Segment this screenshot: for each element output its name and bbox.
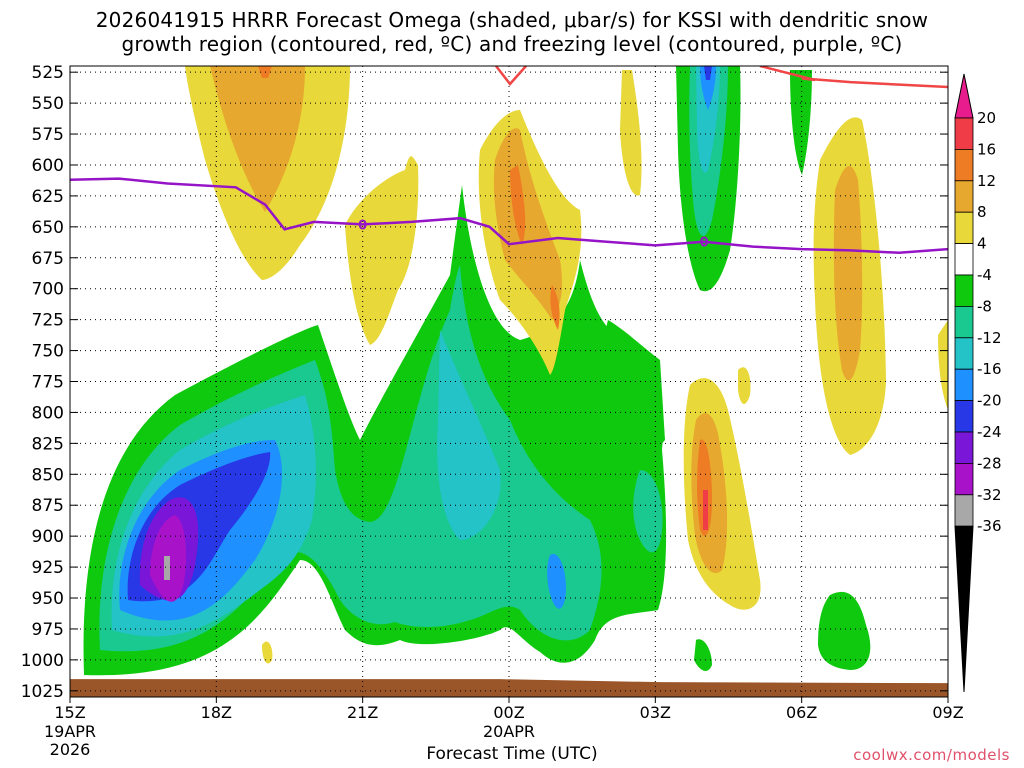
ytick-label-650: 650 [32,218,64,238]
ytick-label-550: 550 [32,94,64,114]
colorbar-label-0: 20 [977,109,996,127]
ytick-label-1025: 1025 [21,682,64,702]
omega-region-18 [604,320,665,470]
ytick-label-925: 925 [32,558,64,578]
dgz-contour [759,66,948,89]
x-axis-label: Forecast Time (UTC) [426,744,598,764]
xtick-sublabel-20APR: 20APR [483,722,535,741]
omega-region-19 [818,591,871,670]
colorbar-bin-2 [954,180,974,213]
omega-region-33 [703,490,708,530]
xtick-label-00Z: 00Z [493,703,524,722]
freezing-level-line [70,177,948,255]
omega-region-36 [738,367,751,405]
omega-region-37 [938,320,948,410]
colorbar-bin-0 [954,117,974,150]
omega-region-10 [547,554,566,609]
colorbar-label-13: -36 [977,517,1002,535]
omega-region-16 [704,66,712,80]
omega-region-14 [696,66,720,173]
colorbar-bin-9 [954,400,974,433]
omega-region-35 [833,166,863,381]
ytick-label-825: 825 [32,434,64,454]
colorbar-bin-11 [954,462,974,496]
xtick-label-21Z: 21Z [347,703,378,722]
colorbar-bin-6 [954,305,974,339]
omega-region-3 [437,330,501,540]
xtick-label-18Z: 18Z [201,703,232,722]
xtick-label-06Z: 06Z [786,703,817,722]
ytick-label-625: 625 [32,187,64,207]
colorbar-label-7: -12 [977,329,1002,347]
xtick-sublabel2-2026: 2026 [50,740,91,759]
colorbar-bin-7 [954,337,974,370]
ytick-label-900: 900 [32,527,64,547]
ytick-label-950: 950 [32,589,64,609]
colorbar-bin-8 [954,368,974,402]
ytick-label-575: 575 [32,125,64,145]
omega-shading [83,66,948,676]
ytick-label-600: 600 [32,156,64,176]
colorbar-bin-4 [954,243,974,276]
omega-region-38 [262,641,273,664]
omega-region-32 [697,439,712,536]
colorbar-label-12: -32 [977,486,1002,504]
ytick-label-850: 850 [32,465,64,485]
ytick-label-675: 675 [32,249,64,269]
colorbar-bin-12 [954,494,974,527]
colorbar-label-4: 4 [977,235,987,253]
omega-region-8 [164,556,170,580]
chart-title-line1: 2026041915 HRRR Forecast Omega (shaded, … [95,8,929,32]
colorbar-bin-1 [954,148,974,182]
freezing-level-label-1: 0 [700,236,709,251]
xtick-label-15Z: 15Z [54,703,85,722]
colorbar-label-11: -28 [977,454,1002,472]
colorbar-bin-3 [954,211,974,244]
colorbar-label-9: -20 [977,392,1002,410]
colorbar-label-1: 16 [977,140,996,158]
credit-text: coolwx.com/models [853,746,1010,764]
colorbar-label-6: -8 [977,297,992,315]
colorbar-label-5: -4 [977,266,992,284]
ytick-label-525: 525 [32,63,64,83]
ytick-label-1000: 1000 [21,651,64,671]
omega-region-17 [790,70,812,175]
omega-region-27 [510,165,526,245]
colorbar-bin-10 [954,431,974,464]
colorbar-top-arrow [954,73,974,119]
ytick-label-800: 800 [32,403,64,423]
colorbar-label-8: -16 [977,360,1002,378]
omega-region-28 [550,285,560,330]
ytick-label-750: 750 [32,342,64,362]
omega-region-24 [345,156,419,345]
ytick-label-700: 700 [32,280,64,300]
chart-title-line2: growth region (contoured, red, ºC) and f… [121,32,903,56]
colorbar-bottom-arrow [954,525,974,693]
colorbar-label-10: -24 [977,423,1002,441]
colorbar-bin-5 [954,274,974,307]
omega-region-20 [694,639,712,672]
xtick-sublabel-19APR: 19APR [44,722,96,741]
xtick-label-09Z: 09Z [932,703,963,722]
ytick-label-975: 975 [32,620,64,640]
colorbar-label-3: 8 [977,203,987,221]
freezing-level-label-0: 0 [358,218,367,233]
dgz-contour-small [495,66,527,86]
colorbar-label-2: 12 [977,172,996,190]
ytick-label-775: 775 [32,373,64,393]
omega-region-22 [210,66,305,212]
omega-region-15 [700,66,716,110]
ytick-label-725: 725 [32,311,64,331]
ytick-label-875: 875 [32,496,64,516]
xtick-label-03Z: 03Z [640,703,671,722]
terrain [70,679,948,697]
omega-region-29 [620,70,642,196]
